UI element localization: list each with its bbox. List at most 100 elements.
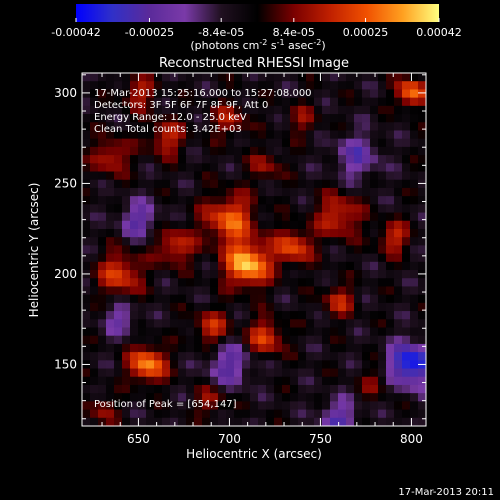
- heatmap-pixel: [138, 417, 147, 426]
- heatmap-pixel: [234, 327, 243, 337]
- heatmap-pixel: [322, 196, 331, 205]
- heatmap-pixel: [130, 270, 139, 279]
- heatmap-pixel: [98, 212, 107, 222]
- heatmap-pixel: [170, 335, 179, 345]
- heatmap-pixel: [402, 311, 411, 320]
- heatmap-pixel: [402, 286, 411, 296]
- heatmap-pixel: [338, 286, 347, 296]
- heatmap-pixel: [322, 138, 331, 148]
- heatmap-pixel: [402, 179, 411, 189]
- heatmap-pixel: [370, 196, 379, 205]
- heatmap-pixel: [186, 253, 195, 263]
- heatmap-pixel: [90, 105, 99, 115]
- heatmap-pixel: [186, 245, 195, 255]
- heatmap-pixel: [298, 220, 307, 230]
- heatmap-pixel: [378, 286, 387, 296]
- heatmap-pixel: [178, 368, 187, 378]
- heatmap-pixel: [130, 409, 139, 419]
- heatmap-pixel: [394, 352, 403, 361]
- heatmap-pixel: [210, 294, 219, 304]
- heatmap-pixel: [210, 146, 219, 156]
- heatmap-pixel: [218, 179, 227, 189]
- heatmap-pixel: [106, 122, 115, 132]
- heatmap-pixel: [146, 335, 155, 345]
- heatmap-pixel: [290, 401, 299, 411]
- heatmap-pixel: [330, 114, 339, 123]
- heatmap-pixel: [394, 73, 403, 82]
- heatmap-pixel: [202, 114, 211, 123]
- heatmap-pixel: [354, 368, 363, 378]
- x-tick-label: 750: [309, 432, 332, 446]
- heatmap-pixel: [226, 302, 235, 312]
- heatmap-pixel: [274, 384, 283, 394]
- heatmap-pixel: [378, 302, 387, 312]
- heatmap-pixel: [298, 278, 307, 288]
- heatmap-pixel: [354, 376, 363, 386]
- heatmap-pixel: [386, 179, 395, 189]
- heatmap-pixel: [242, 278, 251, 288]
- heatmap-pixel: [298, 327, 307, 337]
- heatmap-pixel: [298, 204, 307, 214]
- heatmap-pixel: [274, 122, 283, 132]
- heatmap-pixel: [242, 196, 251, 205]
- heatmap-pixel: [402, 212, 411, 222]
- heatmap-pixel: [290, 81, 299, 91]
- heatmap-pixel: [154, 311, 163, 320]
- heatmap-pixel: [98, 261, 107, 271]
- heatmap-pixel: [322, 155, 331, 164]
- heatmap-pixel: [146, 196, 155, 205]
- heatmap-pixel: [306, 89, 315, 99]
- heatmap-pixel: [370, 352, 379, 361]
- heatmap-pixel: [338, 146, 347, 156]
- heatmap-pixel: [98, 89, 107, 99]
- heatmap-pixel: [210, 286, 219, 296]
- heatmap-pixel: [394, 138, 403, 148]
- heatmap-pixel: [266, 352, 275, 361]
- heatmap-pixel: [402, 409, 411, 419]
- heatmap-pixel: [242, 81, 251, 91]
- heatmap-pixel: [306, 327, 315, 337]
- heatmap-pixel: [306, 302, 315, 312]
- heatmap-pixel: [338, 393, 347, 402]
- heatmap-pixel: [122, 270, 131, 279]
- heatmap-pixel: [250, 105, 259, 115]
- heatmap-pixel: [258, 196, 267, 205]
- heatmap-pixel: [194, 327, 203, 337]
- heatmap-pixel: [354, 278, 363, 288]
- heatmap-pixel: [138, 81, 147, 91]
- heatmap-pixel: [314, 73, 323, 82]
- heatmap-pixel: [202, 384, 211, 394]
- heatmap-pixel: [202, 220, 211, 230]
- heatmap-pixel: [226, 146, 235, 156]
- heatmap-pixel: [114, 417, 123, 426]
- heatmap-pixel: [258, 343, 267, 353]
- heatmap-pixel: [370, 393, 379, 402]
- heatmap-pixel: [146, 302, 155, 312]
- heatmap-pixel: [274, 228, 283, 238]
- heatmap-pixel: [114, 327, 123, 337]
- heatmap-pixel: [162, 155, 171, 164]
- heatmap-pixel: [122, 409, 131, 419]
- heatmap-pixel: [322, 294, 331, 304]
- heatmap-pixel: [354, 187, 363, 197]
- heatmap-pixel: [186, 409, 195, 419]
- heatmap-pixel: [370, 187, 379, 197]
- heatmap-pixel: [338, 319, 347, 329]
- heatmap-pixel: [98, 105, 107, 115]
- heatmap-pixel: [242, 245, 251, 255]
- heatmap-pixel: [210, 270, 219, 279]
- heatmap-pixel: [122, 294, 131, 304]
- heatmap-pixel: [106, 73, 115, 82]
- heatmap-pixel: [210, 130, 219, 140]
- heatmap-pixel: [418, 105, 426, 115]
- heatmap-pixel: [138, 204, 147, 214]
- heatmap-pixel: [290, 163, 299, 173]
- heatmap-pixel: [226, 401, 235, 411]
- heatmap-pixel: [338, 311, 347, 320]
- heatmap-pixel: [186, 311, 195, 320]
- heatmap-pixel: [322, 105, 331, 115]
- heatmap-pixel: [298, 393, 307, 402]
- heatmap-pixel: [314, 155, 323, 164]
- heatmap-pixel: [138, 270, 147, 279]
- heatmap-pixel: [306, 245, 315, 255]
